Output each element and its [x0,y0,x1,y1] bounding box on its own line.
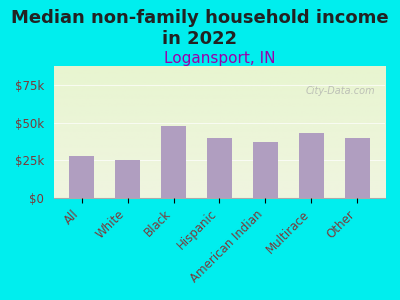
Bar [115,160,140,198]
Text: City-Data.com: City-Data.com [306,86,375,96]
Bar [345,138,370,198]
Bar [299,133,324,198]
Bar [253,142,278,198]
Bar [69,156,94,198]
Title: Logansport, IN: Logansport, IN [164,51,275,66]
Bar [161,125,186,198]
Bar [207,138,232,198]
Text: Median non-family household income
in 2022: Median non-family household income in 20… [11,9,389,48]
